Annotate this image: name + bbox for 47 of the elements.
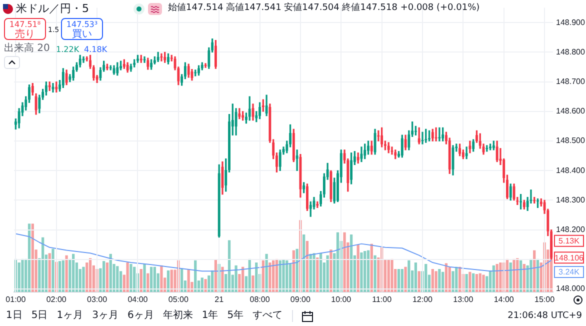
- x-tick-label: 13:00: [453, 295, 474, 304]
- x-tick-label: 15:00: [534, 295, 556, 304]
- text: 3.24K: [558, 268, 580, 277]
- x-tick-label: 03:00: [87, 295, 108, 304]
- text: 6ヶ月: [128, 310, 154, 321]
- buy-button: 147.53³ 買い: [61, 18, 103, 40]
- y-tick-label: 148.800: [556, 47, 586, 56]
- x-tick-label: 12:00: [412, 295, 434, 304]
- annotation: 出来高 20: [4, 43, 50, 54]
- text: 1年: [202, 310, 218, 321]
- x-tick-label: 09:00: [290, 295, 312, 304]
- y-tick-label: 148.600: [556, 106, 586, 116]
- sell-button: 147.51⁸ 売り: [4, 18, 46, 40]
- y-tick-label: 148.700: [556, 77, 586, 86]
- x-tick-label: 10:00: [331, 295, 352, 304]
- annotation: 147.53³: [66, 20, 98, 29]
- y-tick-label: 148.500: [556, 136, 586, 146]
- y-tick-label: 148.000: [556, 284, 586, 294]
- text: 1ヶ月: [56, 310, 84, 321]
- text: すべて: [252, 310, 283, 321]
- x-tick-label: 14:00: [494, 295, 514, 304]
- x-tick-label: 02:00: [46, 295, 67, 304]
- y-tick-label: 148.200: [556, 225, 586, 234]
- x-tick-label: 04:00: [128, 295, 148, 304]
- text: 21:06:48 UTC+9: [508, 311, 582, 321]
- text: 年初来: [162, 310, 193, 321]
- text: 5年: [227, 310, 244, 321]
- text: 3ヶ月: [92, 310, 118, 321]
- y-tick-label: 148.400: [556, 166, 586, 175]
- annotation: 始値147.514 高値147.541 安値147.504 終値147.518 +0.008 (+0.01%): [168, 3, 480, 13]
- x-tick-label: 08:00: [250, 295, 270, 304]
- x-tick-label: 05:00: [168, 295, 189, 304]
- annotation: 5.13K: [558, 236, 580, 246]
- annotation: 1.22K: [56, 45, 80, 54]
- x-tick-label: 21: [214, 295, 224, 304]
- x-tick-label: 01:00: [6, 295, 26, 304]
- x-tick-label: 11:00: [372, 295, 392, 304]
- annotation: 買い: [72, 29, 92, 40]
- text: 1日: [6, 310, 22, 321]
- chart-title: 米ドル／円・5: [16, 2, 89, 15]
- y-tick-label: 148.900: [556, 18, 586, 27]
- annotation: 147.51⁸: [9, 20, 41, 29]
- y-tick-label: 148.300: [556, 195, 586, 204]
- annotation: 売り: [15, 29, 35, 40]
- annotation: 148.106: [554, 253, 584, 262]
- annotation: 4.18K: [84, 45, 108, 54]
- text: 5日: [31, 310, 48, 321]
